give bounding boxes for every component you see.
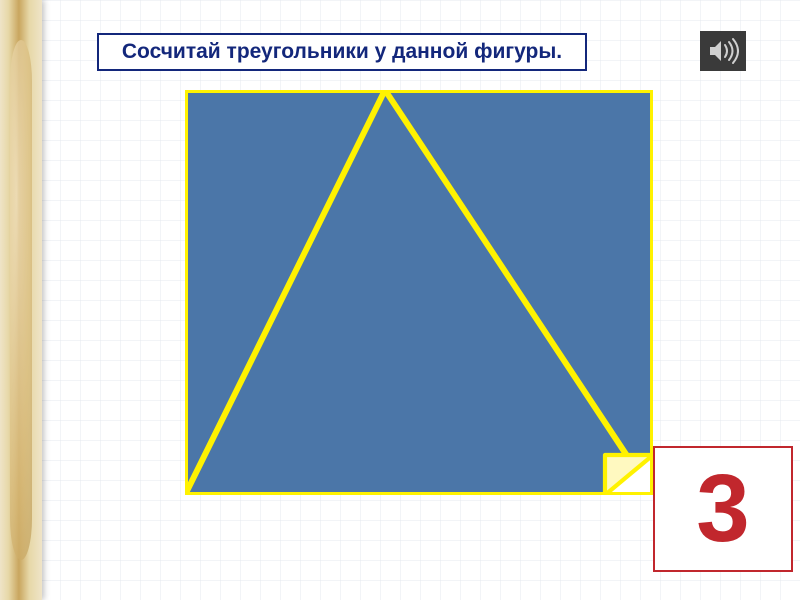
speaker-icon [707,37,739,65]
answer-box: 3 [653,446,793,572]
decorative-left-scroll [0,0,42,600]
slide-stage: Сосчитай треугольники у данной фигуры. 3 [0,0,800,600]
geometry-figure [185,90,653,495]
play-audio-button[interactable] [700,31,746,71]
answer-value: 3 [696,454,749,564]
figure-svg [185,90,653,495]
instruction-title: Сосчитай треугольники у данной фигуры. [97,33,587,71]
instruction-text: Сосчитай треугольники у данной фигуры. [122,40,562,64]
